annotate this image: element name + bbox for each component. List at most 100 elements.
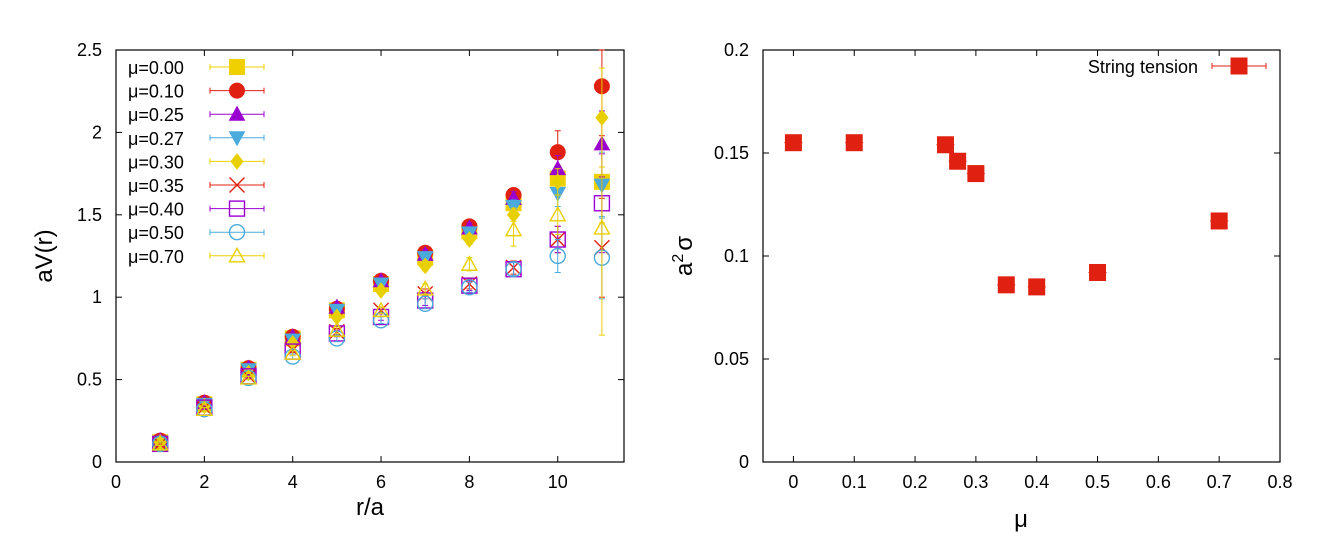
potential-x-tick-label: 0 bbox=[111, 472, 121, 492]
tension-data-point bbox=[936, 136, 954, 154]
potential-data-point bbox=[551, 173, 565, 191]
tension-data-point bbox=[1089, 263, 1107, 281]
potential-data-point bbox=[549, 247, 566, 265]
tension-x-tick-label: 0.1 bbox=[842, 472, 867, 492]
tension-plot-frame bbox=[762, 49, 1281, 463]
potential-data-point bbox=[504, 220, 523, 237]
potential-data-point bbox=[195, 400, 214, 416]
potential-data-points bbox=[151, 49, 611, 453]
tension-y-ticks: 0 0.05 0.1 0.15 0.2 bbox=[714, 40, 1280, 472]
potential-legend-label: μ=0.00 bbox=[128, 58, 184, 78]
potential-legend-marker bbox=[228, 200, 246, 217]
potential-data-point bbox=[461, 279, 478, 296]
tension-data-point bbox=[784, 134, 802, 152]
potential-legend-marker bbox=[228, 105, 246, 121]
potential-legend-item: μ=0.70 bbox=[128, 246, 265, 267]
tension-x-ticks: 0 0.1 0.2 0.3 0.4 0.5 0.6 0.7 0.8 bbox=[788, 50, 1293, 492]
potential-legend-label: μ=0.40 bbox=[128, 200, 184, 220]
potential-legend-marker bbox=[229, 82, 245, 99]
tension-legend-item: String tension bbox=[1088, 57, 1267, 77]
potential-data-point bbox=[416, 280, 434, 296]
potential-y-tick-label: 0 bbox=[92, 452, 102, 472]
potential-data-point bbox=[462, 231, 477, 248]
potential-y-tick-label: 2.5 bbox=[77, 40, 102, 60]
potential-plot-frame bbox=[115, 49, 625, 463]
potential-legend-item: μ=0.27 bbox=[128, 129, 265, 149]
potential-x-ticks: 0 2 4 6 8 10 bbox=[111, 50, 568, 492]
potential-chart: 0 2 4 6 8 10 00.511.522.5 μ=0.00μ=0.10μ=0.25μ… bbox=[31, 40, 625, 521]
tension-data-points bbox=[784, 134, 1229, 296]
potential-legend-item: μ=0.00 bbox=[128, 58, 265, 78]
potential-data-point bbox=[417, 295, 434, 312]
string-tension-chart: 0 0.1 0.2 0.3 0.4 0.5 0.6 0.7 0.8 0 0.05 0.1 0.15 0.… bbox=[670, 40, 1293, 533]
potential-x-tick-label: 10 bbox=[548, 472, 568, 492]
tension-y-label-sup: 2 bbox=[670, 254, 687, 263]
tension-x-tick-label: 0.5 bbox=[1085, 472, 1110, 492]
potential-y-tick-label: 0.5 bbox=[77, 370, 102, 390]
potential-x-tick-label: 2 bbox=[199, 472, 209, 492]
svg-text:a2σ: a2 σ bbox=[670, 236, 698, 276]
potential-x-tick-label: 6 bbox=[376, 472, 386, 492]
potential-data-point bbox=[593, 219, 611, 235]
tension-x-tick-label: 0.4 bbox=[1024, 472, 1049, 492]
potential-data-point bbox=[284, 348, 301, 365]
potential-legend-marker bbox=[229, 177, 245, 193]
tension-x-tick-label: 0.2 bbox=[903, 472, 928, 492]
potential-legend-marker bbox=[228, 131, 246, 147]
potential-data-point bbox=[505, 260, 522, 278]
potential-legend-marker bbox=[228, 246, 246, 263]
potential-y-axis-label: aV(r) bbox=[31, 229, 58, 282]
potential-series-3 bbox=[151, 151, 611, 451]
potential-legend-label: μ=0.30 bbox=[128, 152, 184, 172]
potential-data-point bbox=[549, 205, 567, 222]
tension-data-point bbox=[967, 165, 985, 183]
potential-legend-label: μ=0.25 bbox=[128, 105, 184, 125]
potential-legend-label: μ=0.27 bbox=[128, 129, 184, 149]
tension-y-tick-label: 0.05 bbox=[714, 349, 749, 369]
potential-legend-label: μ=0.70 bbox=[128, 247, 184, 267]
potential-legend: μ=0.00 μ=0.10 μ=0.25 μ=0.27 μ=0.30 μ=0.35 μ=0.… bbox=[128, 58, 265, 267]
tension-x-tick-label: 0 bbox=[788, 472, 798, 492]
potential-y-tick-label: 2 bbox=[92, 122, 102, 142]
tension-y-axis-label: a2 σ bbox=[670, 236, 698, 276]
potential-series-8 bbox=[151, 120, 611, 451]
tension-y-tick-label: 0.15 bbox=[714, 143, 749, 163]
potential-legend-item: μ=0.50 bbox=[128, 223, 265, 243]
potential-legend-item: μ=0.25 bbox=[128, 105, 265, 125]
potential-data-point bbox=[418, 257, 432, 275]
potential-series-1 bbox=[152, 49, 610, 449]
tension-x-tick-label: 0.3 bbox=[963, 472, 988, 492]
tension-x-axis-label: μ bbox=[1014, 506, 1028, 533]
potential-data-point bbox=[330, 308, 344, 326]
potential-legend-label: μ=0.10 bbox=[128, 82, 184, 102]
tension-y-tick-label: 0.1 bbox=[724, 246, 749, 266]
potential-x-axis-label: r/a bbox=[356, 494, 385, 521]
potential-legend-item: μ=0.35 bbox=[128, 176, 265, 196]
potential-legend-item: μ=0.10 bbox=[128, 82, 265, 102]
potential-y-ticks: 0 0.5 1 1.5 2 2.5 bbox=[77, 40, 624, 472]
tension-y-tick-label: 0 bbox=[739, 452, 749, 472]
potential-series-7 bbox=[151, 215, 611, 453]
tension-x-tick-label: 0.7 bbox=[1207, 472, 1232, 492]
tension-y-tick-label: 0.2 bbox=[724, 40, 749, 60]
tension-x-tick-label: 0.6 bbox=[1146, 472, 1171, 492]
potential-data-point bbox=[328, 321, 346, 337]
potential-y-tick-label: 1 bbox=[92, 287, 102, 307]
potential-legend-marker bbox=[228, 223, 246, 241]
tension-data-point bbox=[1210, 212, 1228, 230]
tension-y-label-sym: σ bbox=[671, 236, 698, 251]
potential-data-point bbox=[374, 282, 388, 299]
tension-legend-label: String tension bbox=[1088, 57, 1198, 77]
tension-legend-marker bbox=[1230, 57, 1248, 75]
tension-data-point bbox=[949, 152, 967, 170]
potential-legend-marker bbox=[230, 153, 244, 170]
potential-legend-item: μ=0.30 bbox=[128, 152, 265, 172]
potential-data-point bbox=[284, 344, 302, 360]
tension-y-label-base: a bbox=[671, 262, 698, 276]
potential-x-tick-label: 4 bbox=[288, 472, 298, 492]
tension-data-point bbox=[997, 276, 1015, 294]
potential-legend-item: μ=0.40 bbox=[128, 200, 265, 220]
potential-data-point bbox=[460, 255, 479, 271]
